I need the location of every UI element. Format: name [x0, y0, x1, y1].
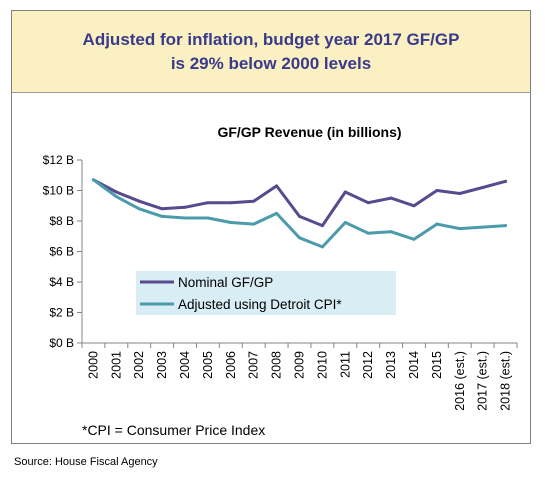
data-point: [252, 222, 256, 226]
data-point: [320, 224, 324, 228]
data-point: [229, 201, 233, 205]
data-point: [343, 190, 347, 194]
data-point: [343, 221, 347, 225]
x-tick-label: 2016 (est.): [453, 351, 467, 411]
data-point: [366, 231, 370, 235]
x-tick-label: 2017 (est.): [476, 351, 490, 411]
x-tick-label: 2001: [109, 351, 123, 379]
data-point: [504, 179, 508, 183]
data-point: [275, 184, 279, 188]
data-point: [137, 207, 141, 211]
headline-banner: Adjusted for inflation, budget year 2017…: [12, 11, 530, 93]
source-note: Source: House Fiscal Agency: [14, 456, 158, 468]
data-point: [435, 189, 439, 192]
data-point: [298, 236, 301, 240]
x-tick-label: 2005: [201, 351, 215, 379]
x-tick-label: 2006: [224, 351, 238, 379]
data-point: [389, 196, 393, 200]
cpi-footnote: *CPI = Consumer Price Index: [82, 422, 265, 438]
chart-title: GF/GP Revenue (in billions): [217, 124, 401, 140]
y-tick-label: $10 B: [43, 184, 74, 198]
data-point: [366, 201, 370, 205]
x-tick-label: 2007: [247, 351, 261, 379]
data-point: [481, 225, 485, 229]
x-tick-label: 2012: [361, 351, 375, 379]
x-tick-label: 2000: [86, 351, 100, 379]
data-point: [206, 216, 210, 220]
y-tick-label: $4 B: [49, 275, 74, 289]
data-point: [504, 224, 508, 228]
legend-label: Adjusted using Detroit CPI*: [178, 297, 342, 312]
x-tick-label: 2015: [430, 351, 444, 379]
data-point: [160, 214, 164, 218]
x-tick-label: 2004: [178, 351, 192, 379]
headline-line-1: Adjusted for inflation, budget year 2017…: [82, 29, 460, 49]
data-point: [252, 199, 256, 203]
chart-area: GF/GP Revenue (in billions) $0 B $2 B $4 B $…: [12, 93, 530, 443]
x-tick-label: 2002: [132, 351, 146, 379]
data-point: [114, 195, 118, 199]
revenue-line-chart: GF/GP Revenue (in billions) $0 B $2 B $4 B $…: [43, 124, 518, 438]
headline-line-2: is 29% below 2000 levels: [170, 53, 372, 73]
data-point: [137, 199, 141, 203]
data-point: [412, 237, 416, 241]
data-point: [91, 178, 95, 182]
y-tick-label: $12 B: [43, 153, 74, 167]
x-tick-label: 2009: [293, 351, 307, 379]
data-point: [389, 230, 393, 234]
figure-frame: Adjusted for inflation, budget year 2017…: [11, 10, 531, 444]
x-tick-label: 2014: [407, 351, 421, 379]
series-line-nominal: [91, 178, 508, 228]
data-point: [458, 192, 462, 196]
y-tick-label: $6 B: [49, 245, 74, 259]
data-point: [435, 222, 439, 226]
data-point: [206, 201, 210, 205]
x-tick-label: 2013: [384, 351, 398, 379]
x-tick-label: 2010: [315, 351, 329, 379]
data-point: [183, 205, 187, 209]
legend-box: [136, 271, 396, 315]
y-tick-label: $0 B: [49, 336, 74, 350]
data-point: [458, 227, 462, 231]
x-tick-label: 2003: [155, 351, 169, 379]
x-tick-label: 2011: [338, 351, 352, 378]
x-tick-label: 2018 (est.): [499, 351, 513, 411]
x-tick-label: 2008: [270, 351, 284, 379]
data-point: [275, 211, 279, 215]
data-point: [298, 214, 301, 218]
y-tick-label: $2 B: [49, 306, 74, 320]
data-point: [229, 221, 233, 225]
data-point: [183, 216, 187, 220]
data-point: [320, 245, 324, 249]
data-point: [160, 207, 164, 211]
y-tick-label: $8 B: [49, 214, 74, 228]
data-point: [412, 204, 416, 208]
legend-label: Nominal GF/GP: [178, 275, 273, 290]
data-point: [114, 190, 118, 194]
data-point: [481, 185, 485, 189]
